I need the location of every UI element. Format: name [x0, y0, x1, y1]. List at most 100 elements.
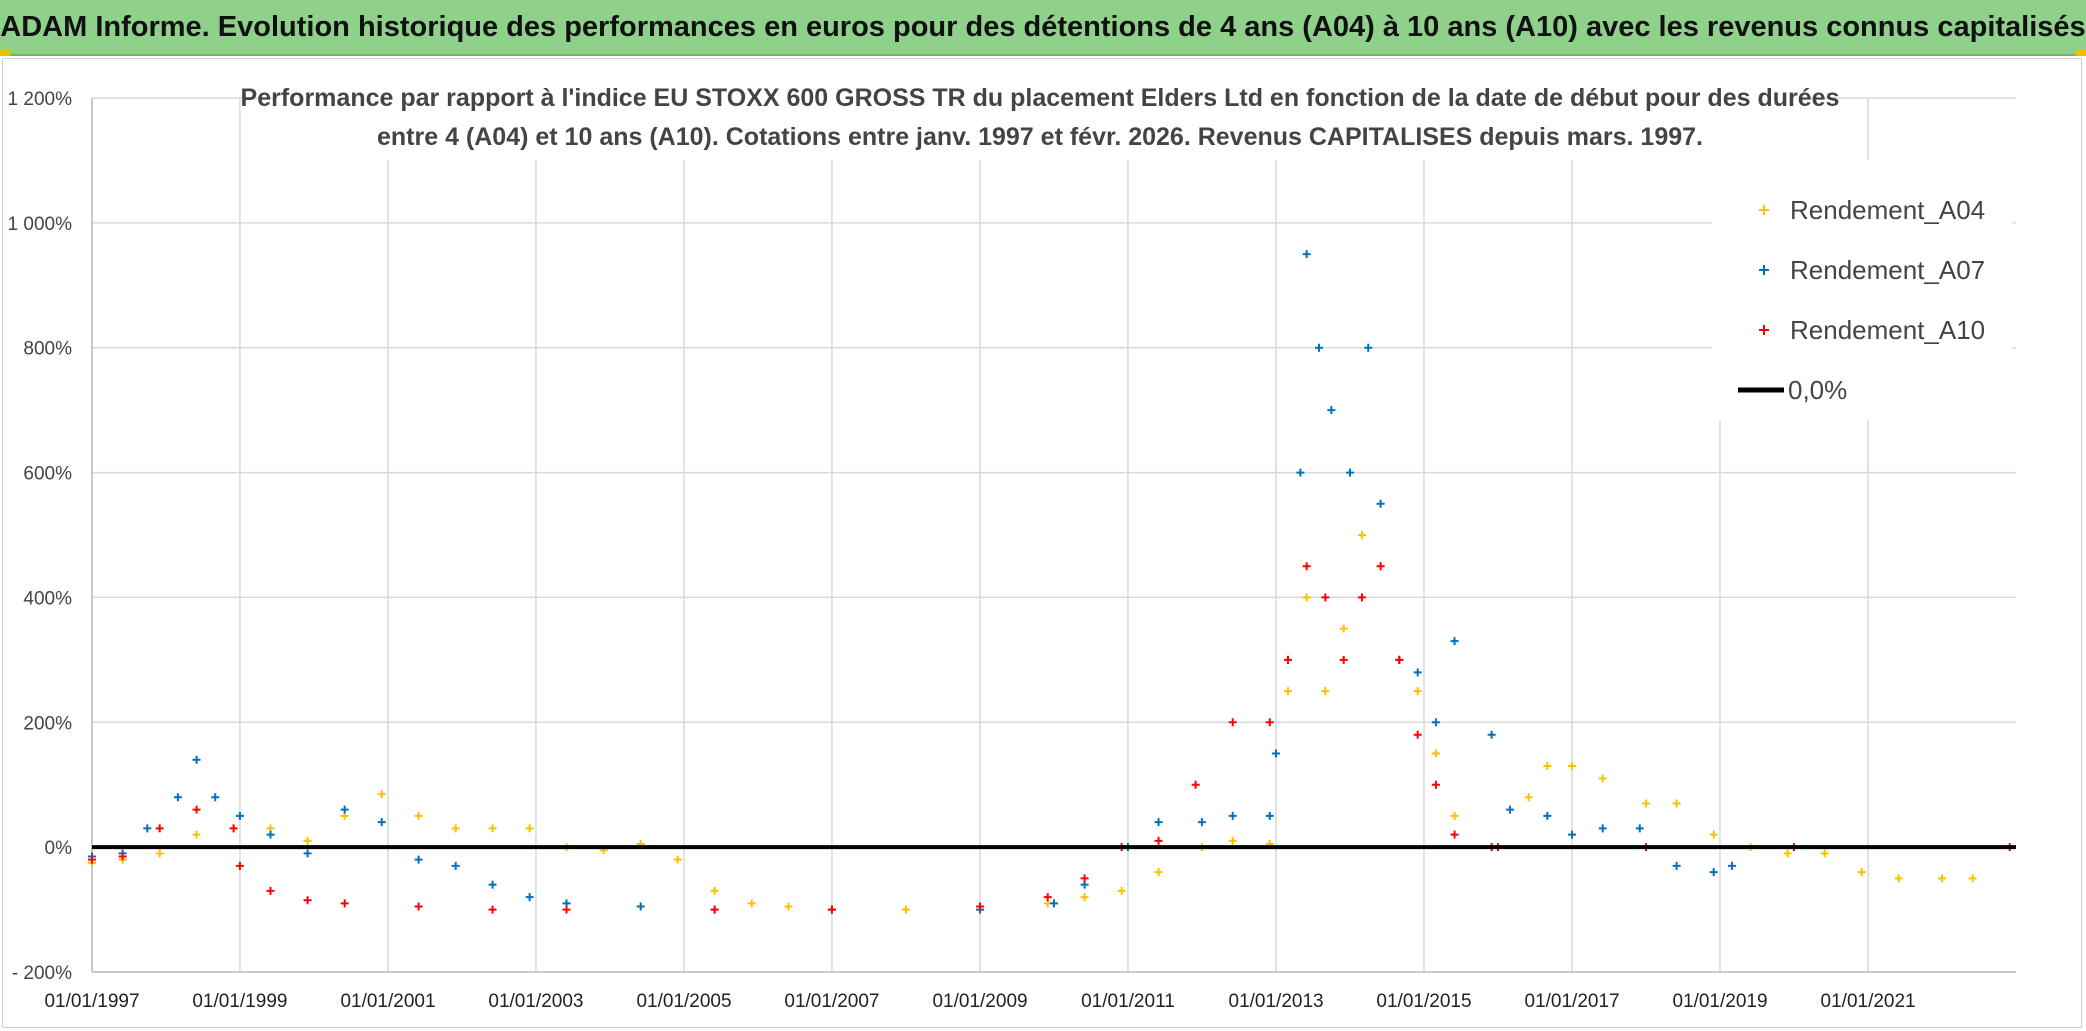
data-point	[1413, 730, 1422, 739]
series-rendement-a04	[88, 531, 1977, 914]
data-point	[229, 824, 238, 833]
data-point	[1543, 761, 1552, 770]
data-point	[303, 896, 312, 905]
legend-item: Rendement_A10	[1759, 315, 1985, 345]
legend-marker-swatch	[1759, 205, 1769, 215]
data-point	[1431, 718, 1440, 727]
data-point	[414, 902, 423, 911]
data-point	[1339, 624, 1348, 633]
data-point	[1321, 687, 1330, 696]
data-point	[710, 886, 719, 895]
y-tick-label: 0%	[45, 838, 73, 859]
data-point	[1450, 830, 1459, 839]
data-point	[192, 830, 201, 839]
data-point	[143, 824, 152, 833]
y-axis: - 200% 0% 200% 400% 600% 800% 1 000% 1 200%	[8, 89, 93, 984]
data-point	[1284, 655, 1293, 664]
data-point	[1857, 868, 1866, 877]
data-point	[1820, 849, 1829, 858]
data-point	[901, 905, 910, 914]
y-tick-label: 600%	[23, 464, 72, 485]
data-point	[1357, 593, 1366, 602]
legend-item: Rendement_A04	[1759, 195, 1985, 225]
data-point	[1284, 687, 1293, 696]
y-tick-label: - 200%	[12, 963, 72, 984]
data-point	[1357, 531, 1366, 539]
legend-label: Rendement_A04	[1790, 195, 1985, 225]
data-point	[636, 902, 645, 911]
legend-item: Rendement_A07	[1759, 255, 1985, 285]
x-tick-label: 01/01/1999	[192, 991, 287, 1012]
data-point	[1315, 343, 1324, 352]
data-point	[377, 818, 386, 827]
data-point	[303, 849, 312, 858]
x-tick-label: 01/01/2021	[1821, 991, 1916, 1012]
data-point	[1228, 811, 1237, 820]
data-point	[525, 824, 534, 833]
data-point	[1413, 668, 1422, 677]
data-point	[1431, 749, 1440, 758]
data-point	[155, 849, 164, 858]
data-point	[1709, 830, 1718, 839]
data-point	[1228, 836, 1237, 845]
x-tick-label: 01/01/2005	[636, 991, 731, 1012]
x-axis: 01/01/1997 01/01/1999 01/01/2001 01/01/2003…	[44, 971, 2016, 1012]
data-point	[488, 905, 497, 914]
data-point	[1376, 499, 1385, 508]
data-point	[1346, 468, 1355, 477]
y-tick-label: 1 200%	[8, 89, 73, 110]
subtitle-background	[275, 82, 1805, 160]
series-rendement-a07	[88, 250, 1736, 914]
data-point	[1050, 899, 1058, 908]
data-point	[1191, 780, 1200, 789]
data-point	[1727, 861, 1736, 870]
legend-background	[1712, 160, 2012, 420]
data-point	[211, 793, 220, 802]
data-point	[827, 905, 836, 914]
data-point	[1598, 774, 1607, 783]
data-point	[1413, 687, 1422, 696]
data-point	[235, 811, 244, 820]
x-tick-label: 01/01/2015	[1376, 991, 1471, 1012]
data-point	[1154, 868, 1163, 877]
data-point	[1635, 824, 1644, 833]
data-point	[1043, 893, 1052, 902]
data-point	[1080, 893, 1089, 902]
data-point	[1506, 805, 1515, 814]
data-point	[414, 811, 423, 820]
x-tick-label: 01/01/2007	[784, 991, 879, 1012]
x-tick-label: 01/01/2003	[488, 991, 583, 1012]
legend-item: 0,0%	[1738, 375, 1847, 405]
data-point	[488, 880, 497, 889]
y-tick-label: 400%	[23, 588, 72, 609]
data-point	[1321, 593, 1330, 602]
data-point	[1487, 730, 1496, 739]
data-point	[1302, 250, 1311, 259]
data-point	[1709, 868, 1718, 877]
data-point	[1568, 761, 1577, 770]
y-tick-label: 1 000%	[8, 214, 73, 235]
data-point	[488, 824, 497, 833]
legend-label: Rendement_A10	[1790, 315, 1985, 345]
chart-title-banner: ADAM Informe. Evolution historique des p…	[0, 0, 2086, 56]
data-point	[266, 886, 275, 895]
data-point	[784, 902, 793, 911]
chart-subtitle-line2: entre 4 (A04) et 10 ans (A10). Cotations…	[377, 123, 1703, 151]
data-point	[976, 902, 985, 911]
data-point	[1265, 718, 1274, 727]
data-point	[1117, 886, 1126, 895]
data-point	[562, 905, 571, 914]
data-point	[1894, 874, 1903, 883]
data-point	[1302, 593, 1311, 602]
chart-title: ADAM Informe. Evolution historique des p…	[0, 10, 2086, 43]
data-point	[1327, 406, 1336, 415]
data-point	[88, 855, 96, 864]
data-point	[1568, 830, 1577, 839]
banner-corner-right	[2076, 50, 2086, 56]
data-point	[340, 805, 349, 814]
chart-series	[88, 250, 2016, 914]
data-point	[1272, 749, 1281, 758]
data-point	[1431, 780, 1440, 789]
data-point	[451, 861, 460, 870]
data-point	[1228, 718, 1237, 727]
